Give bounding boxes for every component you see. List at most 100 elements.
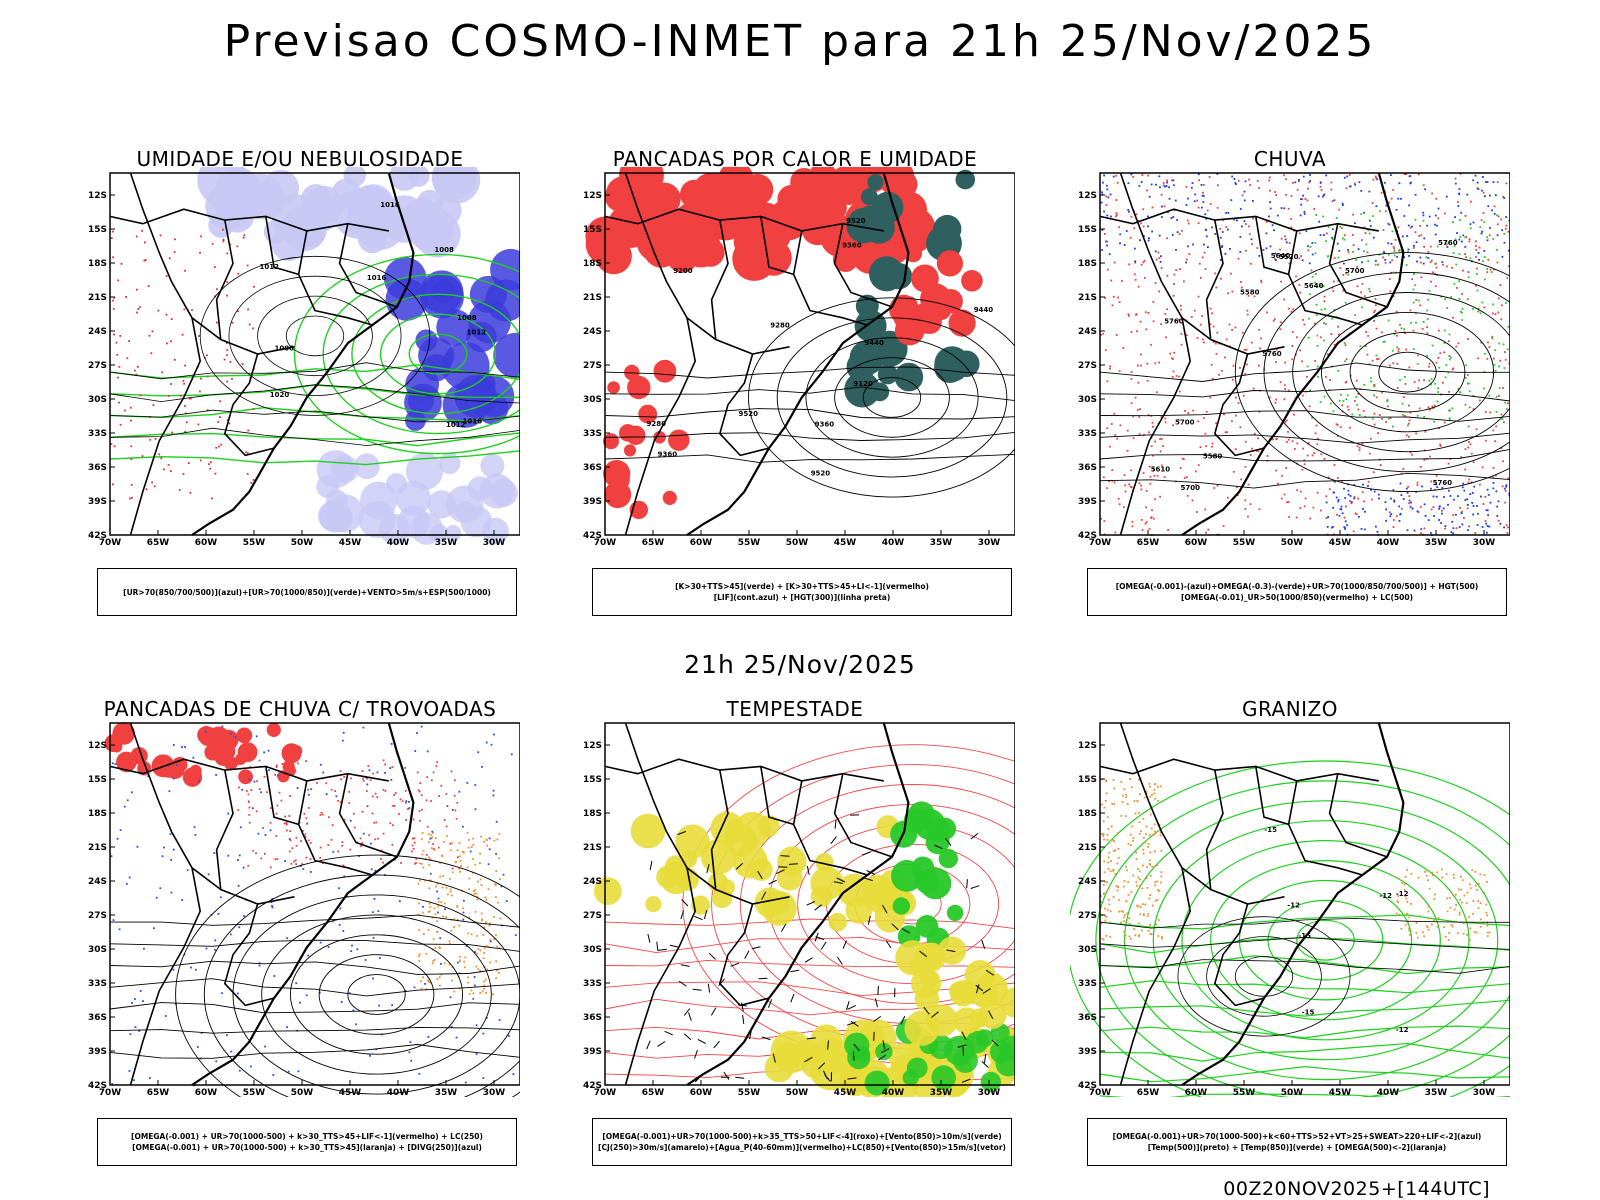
dot <box>1392 246 1395 248</box>
dot <box>275 766 278 768</box>
country-border <box>1328 773 1388 858</box>
dot <box>1108 851 1111 854</box>
lon-label: 40W <box>387 1088 410 1097</box>
dot <box>455 817 458 820</box>
dot <box>1427 929 1430 931</box>
lat-label: 24S <box>583 327 602 337</box>
dot <box>459 855 461 858</box>
dot <box>1154 362 1157 365</box>
dot <box>1363 295 1366 298</box>
dot <box>1399 323 1401 326</box>
dot <box>330 838 333 841</box>
dot <box>1323 339 1325 342</box>
dot <box>434 947 437 949</box>
dot <box>1437 391 1440 393</box>
dot <box>1454 238 1457 241</box>
dot <box>1436 925 1439 928</box>
dot <box>1410 321 1412 324</box>
dot <box>179 394 182 397</box>
shade-blob <box>877 364 898 385</box>
dot <box>1439 445 1442 447</box>
dot <box>1302 194 1304 197</box>
dot <box>361 810 364 813</box>
dot <box>1413 273 1415 275</box>
wind-arrow <box>761 891 767 900</box>
dot <box>1211 445 1213 448</box>
dot <box>1162 184 1165 187</box>
dot <box>492 993 494 996</box>
wind-arrow <box>882 904 888 914</box>
dot <box>1141 529 1144 531</box>
dot <box>360 845 362 847</box>
dot <box>305 817 308 820</box>
dot <box>250 482 253 484</box>
dot <box>1358 181 1361 184</box>
dot <box>1209 307 1212 310</box>
legend-line-1: [OMEGA(-0.001) + UR>70(1000-500) + k>30_… <box>131 1132 483 1141</box>
dot <box>1120 780 1123 783</box>
dot <box>1466 504 1469 506</box>
dot <box>1138 922 1140 925</box>
dot <box>294 859 297 862</box>
dot <box>1175 269 1178 271</box>
dot <box>1160 881 1162 884</box>
dot <box>343 819 346 821</box>
dot <box>1134 278 1137 281</box>
dot <box>130 458 133 461</box>
dot <box>1243 199 1246 202</box>
dot <box>1322 195 1324 198</box>
dot <box>404 989 407 992</box>
dot <box>1507 477 1510 480</box>
dot <box>1462 922 1465 925</box>
dot <box>281 763 284 765</box>
dot <box>1318 220 1321 223</box>
dot <box>1100 333 1102 336</box>
dot <box>1129 844 1132 847</box>
contour-label: 5520 <box>1279 253 1299 261</box>
dot <box>1344 344 1347 347</box>
dot <box>1150 445 1153 448</box>
dot <box>1320 189 1323 191</box>
dot <box>1482 212 1485 214</box>
dot <box>1143 235 1145 237</box>
dot <box>1423 458 1426 461</box>
dot <box>1138 416 1141 418</box>
dot <box>1486 357 1489 360</box>
dot <box>310 788 313 791</box>
dot <box>432 843 434 845</box>
dot <box>328 816 330 819</box>
dot <box>1212 325 1215 328</box>
dot <box>1104 880 1107 883</box>
map-umidade: 1012100810161012100810161020101610121008… <box>88 167 520 547</box>
country-border <box>710 219 729 340</box>
dot <box>1109 910 1112 913</box>
lon-label: 55W <box>738 538 761 547</box>
contour-line <box>1095 780 1510 1097</box>
dot <box>1145 490 1148 492</box>
dot <box>1413 381 1416 383</box>
dot <box>1461 319 1464 321</box>
dot <box>487 888 490 891</box>
dot <box>1111 480 1114 482</box>
dot <box>380 858 382 860</box>
dot <box>1114 215 1117 218</box>
dot <box>1479 902 1482 904</box>
dot <box>1179 268 1181 270</box>
dot <box>1112 896 1115 898</box>
dot <box>1104 919 1107 922</box>
dot <box>405 800 408 803</box>
dot <box>1323 322 1325 325</box>
dot <box>1173 283 1175 285</box>
dot <box>182 380 185 382</box>
dot <box>1134 934 1137 937</box>
dot <box>1452 316 1454 319</box>
dot <box>1165 185 1168 187</box>
dot <box>1110 825 1113 828</box>
dot <box>1500 304 1503 307</box>
dot <box>1469 493 1472 495</box>
dot <box>1128 315 1130 317</box>
dot <box>463 966 466 969</box>
dot <box>1487 205 1490 208</box>
wind-arrow <box>945 838 952 846</box>
dot <box>1122 885 1125 888</box>
